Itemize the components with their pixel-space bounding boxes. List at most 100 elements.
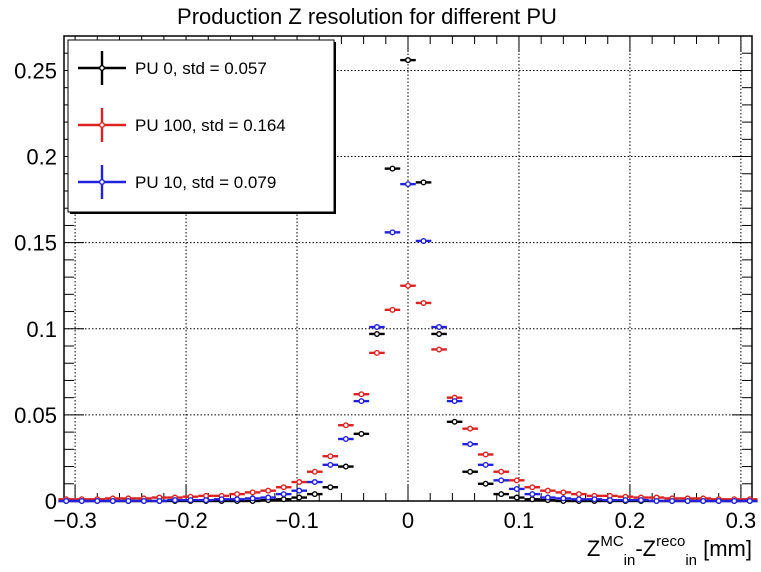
data-point [498,491,505,498]
y-tick-label: 0.1 [26,317,57,342]
legend-entry-label: PU 10, std = 0.079 [135,173,276,192]
data-point [606,497,613,504]
data-point [234,496,241,503]
data-point [513,494,520,501]
legend-marker-dot [98,178,105,185]
legend: PU 0, std = 0.057 PU 100, std = 0.164 PU 1… [67,39,336,214]
data-point [280,496,287,503]
data-point [653,498,660,505]
data-point [296,487,303,494]
data-point [436,324,443,331]
data-point [78,498,85,505]
data-point [311,468,318,475]
data-point [529,496,536,503]
data-point [94,498,101,505]
data-point [529,491,536,498]
x-label-z: Z [587,536,600,561]
data-point [249,489,256,496]
x-tick-label: 0.2 [615,508,646,533]
data-point [311,491,318,498]
data-point [265,487,272,494]
data-point [700,498,707,505]
data-point [513,477,520,484]
x-tick-label: −0.1 [275,508,318,533]
data-point [467,441,474,448]
data-point [622,497,629,504]
data-point [327,461,334,468]
x-label-unit: [mm] [697,536,752,561]
data-point [746,498,753,505]
x-axis-label: ZMCin-Zrecoin [mm] [587,533,752,569]
x-label-dash: -Z [635,536,656,561]
data-point [203,497,210,504]
legend-entry-label: PU 0, std = 0.057 [135,59,267,78]
data-point [405,282,412,289]
series-2 [58,181,758,505]
data-point [715,498,722,505]
data-point [544,487,551,494]
data-point [544,494,551,501]
data-point [342,422,349,429]
points-layer [58,57,758,505]
data-point [529,484,536,491]
data-point [125,498,132,505]
data-point [451,418,458,425]
data-point [420,299,427,306]
data-point [467,425,474,432]
data-point [389,229,396,236]
y-tick-label: 0.05 [14,403,57,428]
data-point [467,468,474,475]
data-point [731,498,738,505]
data-point [358,430,365,437]
data-point [389,306,396,313]
data-point [498,468,505,475]
data-point [405,181,412,188]
data-point [311,479,318,486]
data-point [560,495,567,502]
data-point [389,165,396,172]
data-point [482,461,489,468]
data-point [436,346,443,353]
data-point [296,479,303,486]
data-point [280,484,287,491]
legend-marker-dot [98,64,105,71]
data-point [265,494,272,501]
data-point [63,498,70,505]
data-point [249,495,256,502]
x-label-sub2: in [685,552,697,569]
data-point [373,324,380,331]
x-tick-label: 0 [402,508,414,533]
data-point [575,491,582,498]
data-point [638,497,645,504]
data-point [373,349,380,356]
x-label-sub1: in [624,552,636,569]
data-point [327,484,334,491]
y-tick-label: 0.15 [14,231,57,256]
x-label-sup2: reco [656,533,685,550]
data-point [171,497,178,504]
data-point [234,491,241,498]
data-point [109,498,116,505]
data-point [218,496,225,503]
data-point [451,398,458,405]
data-point [420,237,427,244]
data-point [187,497,194,504]
data-point [420,179,427,186]
data-point [296,494,303,501]
data-point [156,498,163,505]
chart-title: Production Z resolution for different PU [177,4,557,29]
data-point [560,489,567,496]
data-point [327,453,334,460]
x-tick-label: −0.3 [53,508,96,533]
data-point [684,498,691,505]
y-tick-label: 0 [45,489,57,514]
data-point [342,436,349,443]
data-point [436,330,443,337]
x-label-sup1: MC [600,533,623,550]
x-tick-label: 0.3 [726,508,757,533]
data-point [669,498,676,505]
data-point [405,57,412,64]
x-tick-label: −0.2 [164,508,207,533]
data-point [498,477,505,484]
